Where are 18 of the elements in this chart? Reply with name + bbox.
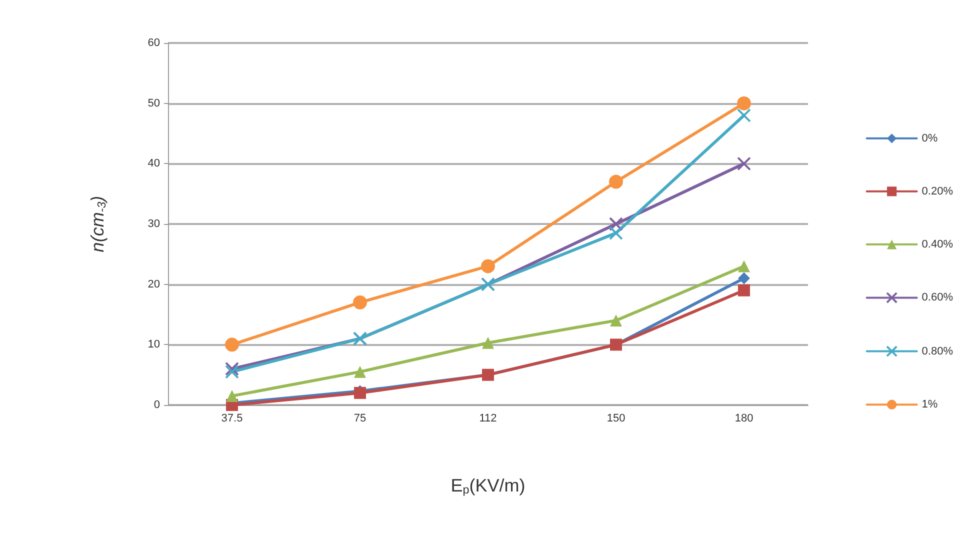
y-tick-label: 0 [154, 399, 160, 411]
x-tick-label: 75 [354, 412, 366, 424]
y-tick-label: 20 [148, 278, 160, 290]
legend-label: 0.60% [922, 292, 954, 304]
legend-label: 0.20% [922, 185, 954, 198]
legend-label: 0.80% [922, 345, 954, 358]
y-tick-label: 30 [148, 218, 160, 230]
legend-label: 1% [922, 398, 938, 411]
x-tick-label: 112 [479, 412, 497, 424]
y-tick-label: 50 [148, 97, 160, 110]
x-tick-label: 180 [734, 412, 754, 424]
y-tick-label: 10 [148, 338, 160, 351]
x-tick-label: 150 [606, 412, 626, 424]
x-tick-label: 37.5 [221, 412, 243, 424]
y-tick-label: 60 [148, 37, 160, 49]
legend-label: 0% [922, 132, 938, 144]
y-tick-label: 40 [148, 158, 160, 170]
legend-label: 0.40% [922, 238, 954, 250]
